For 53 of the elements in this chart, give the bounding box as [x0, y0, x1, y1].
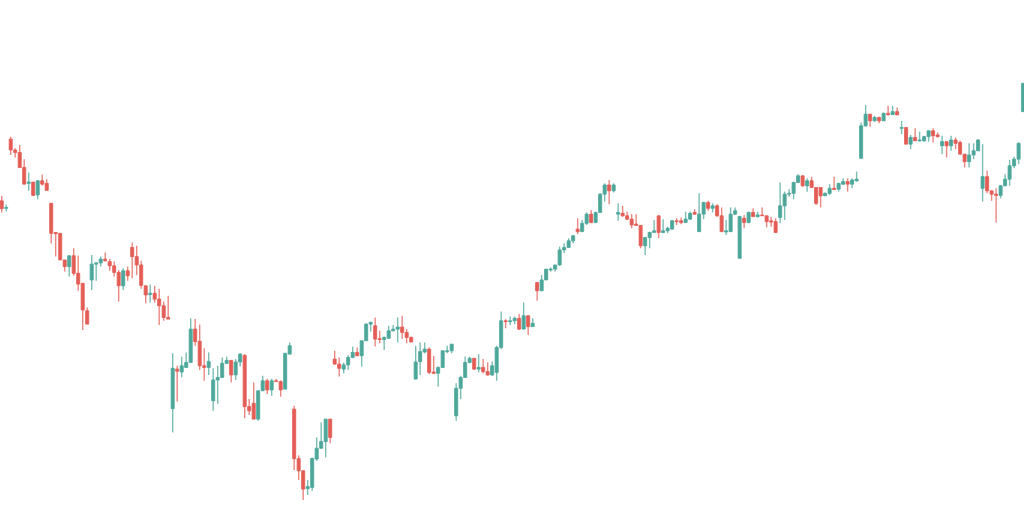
candlestick [778, 181, 783, 224]
candlestick [166, 295, 171, 320]
candlestick [121, 267, 126, 291]
candlestick [220, 356, 225, 379]
candlestick [251, 381, 256, 420]
candlestick [395, 316, 400, 344]
candlestick [323, 418, 328, 459]
candlestick [413, 345, 418, 380]
candlestick [8, 135, 13, 156]
candlestick [1007, 159, 1012, 187]
candlestick [980, 143, 985, 203]
candlestick [526, 315, 531, 336]
candlestick [940, 135, 945, 155]
candlestick [89, 254, 94, 291]
candlestick [728, 206, 733, 233]
candlestick [94, 261, 99, 282]
candlestick [661, 218, 666, 234]
candlestick [719, 206, 724, 233]
candlestick [116, 269, 121, 303]
candlestick [161, 300, 166, 322]
candlestick [67, 254, 72, 278]
candlestick [373, 316, 378, 348]
candlestick [427, 346, 432, 375]
candlestick [211, 367, 216, 412]
candlestick [557, 245, 562, 267]
candlestick [913, 127, 918, 142]
candlestick [206, 351, 211, 376]
candlestick [616, 202, 621, 222]
candlestick [148, 283, 153, 304]
candlestick [26, 171, 31, 192]
candlestick [215, 365, 220, 405]
candlestick [508, 315, 513, 326]
candlestick [656, 215, 661, 239]
candlestick [521, 301, 526, 330]
candlestick [179, 355, 184, 379]
candlestick [607, 179, 612, 205]
candlestick [697, 192, 702, 233]
candlestick [638, 224, 643, 249]
candlestick [476, 353, 481, 374]
candlestick [1016, 141, 1021, 165]
candlestick [535, 281, 540, 302]
candlestick [481, 358, 486, 374]
candlestick [130, 241, 135, 279]
candlestick [985, 170, 990, 194]
candlestick [328, 418, 333, 444]
candlestick [229, 359, 234, 384]
candlestick [157, 288, 162, 326]
candlestick [818, 186, 823, 209]
candlestick [832, 175, 837, 191]
candlestick [886, 105, 891, 117]
candlestick [967, 142, 972, 169]
candlestick [175, 365, 180, 403]
candlestick [400, 315, 405, 340]
